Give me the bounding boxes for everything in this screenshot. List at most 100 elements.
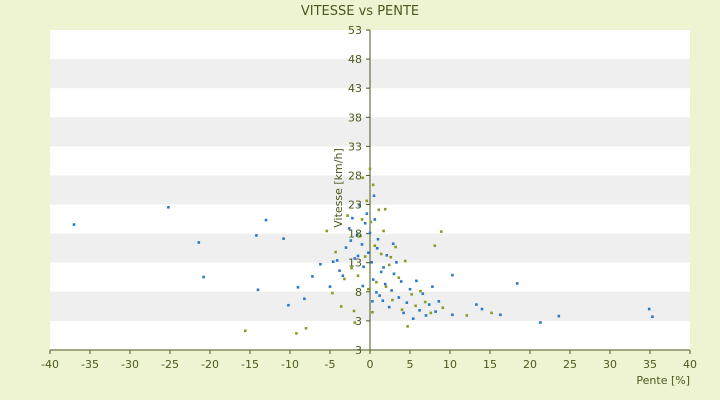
scatter-point-blue (255, 234, 258, 237)
scatter-point-blue (355, 233, 359, 237)
y-tick-label: 38 (348, 111, 362, 124)
scatter-point-blue (395, 261, 398, 264)
scatter-point-blue (392, 272, 396, 276)
scatter-point-blue (387, 305, 391, 309)
scatter-point-green (343, 277, 346, 281)
x-tick-label: 15 (483, 358, 497, 371)
data-points (72, 167, 654, 335)
x-tick-label: -35 (81, 358, 99, 371)
scatter-point-green (353, 321, 357, 324)
x-tick-label: 20 (523, 358, 537, 371)
scatter-point-blue (367, 251, 370, 255)
scatter-point-blue (363, 221, 367, 225)
scatter-point-blue (451, 273, 454, 277)
scatter-point-blue (437, 300, 441, 303)
scatter-point-green (350, 266, 353, 270)
scatter-point-blue (72, 223, 76, 226)
scatter-point-blue (373, 218, 377, 221)
scatter-point-blue (264, 218, 268, 222)
scatter-point-green (465, 314, 469, 317)
scatter-point-green (295, 332, 298, 335)
x-tick-label: -20 (201, 358, 219, 371)
scatter-point-blue (303, 297, 306, 301)
scatter-point-blue (385, 253, 389, 257)
scatter-point-blue (282, 237, 285, 240)
scatter-point-green (367, 287, 370, 291)
scatter-point-blue (397, 296, 401, 299)
scatter-point-green (429, 311, 433, 315)
scatter-point-blue (371, 300, 374, 303)
scatter-point-green (441, 306, 445, 310)
scatter-point-blue (328, 285, 332, 288)
scatter-point-blue (405, 301, 409, 304)
scatter-point-green (360, 218, 364, 221)
scatter-point-green (382, 229, 385, 233)
scatter-point-blue (375, 246, 379, 250)
scatter-point-blue (431, 285, 434, 288)
scatter-point-green (373, 244, 377, 247)
scatter-point-green (384, 285, 388, 288)
scatter-point-green (410, 293, 413, 296)
scatter-point-green (361, 176, 365, 180)
scatter-point-blue (344, 246, 348, 249)
scatter-point-blue (362, 265, 365, 269)
scatter-point-blue (418, 309, 421, 312)
scatter-point-blue (371, 278, 375, 281)
scatter-point-blue (197, 241, 201, 244)
scatter-point-green (414, 304, 417, 308)
scatter-point-blue (557, 314, 561, 318)
scatter-point-green (325, 229, 329, 233)
scatter-point-green (243, 329, 247, 333)
chart-title: VITESSE vs PENTE (301, 4, 419, 19)
scatter-point-blue (402, 311, 405, 315)
scatter-point-blue (338, 269, 341, 272)
scatter-point-green (383, 207, 387, 211)
x-tick-label: -10 (281, 358, 299, 371)
x-tick-label: 40 (683, 358, 697, 371)
scatter-point-blue (480, 307, 484, 311)
scatter-point-green (368, 167, 372, 171)
scatter-point-blue (358, 204, 361, 207)
x-axis-label: Pente [%] (636, 374, 690, 387)
y-tick-label: 3 (355, 315, 362, 328)
scatter-point-blue (475, 303, 478, 306)
scatter-point-green (352, 309, 356, 313)
scatter-point-green (394, 245, 397, 249)
y-tick-label: 43 (348, 82, 362, 95)
tick-labels: -40 -35 -30 -25 -20 -15 -10 -5 0 5 10 15 20 25 30 35 40 3… (41, 24, 697, 371)
scatter-point-green (369, 220, 373, 224)
scatter-point-blue (411, 317, 415, 320)
scatter-point-green (356, 274, 360, 278)
scatter-point-green (346, 214, 349, 217)
y-axis-label: Vitesse [km/h] (332, 148, 345, 228)
scatter-point-green (397, 276, 401, 279)
scatter-point-blue (356, 254, 360, 258)
scatter-point-blue (515, 282, 519, 285)
scatter-point-blue (399, 280, 403, 283)
scatter-point-blue (375, 291, 378, 294)
scatter-point-blue (415, 279, 418, 283)
scatter-point-blue (376, 237, 380, 241)
y-tick-label: 13 (348, 257, 362, 270)
scatter-point-blue (287, 303, 290, 307)
y-tick-label: 33 (348, 140, 362, 153)
scatter-point-blue (382, 266, 385, 269)
scatter-point-blue (335, 259, 339, 262)
scatter-point-blue (434, 310, 437, 313)
scatter-point-blue (372, 194, 376, 198)
scatter-point-green (371, 310, 374, 314)
scatter-point-blue (296, 285, 300, 289)
scatter-point-green (433, 244, 437, 247)
scatter-point-green (377, 208, 381, 212)
scatter-point-blue (421, 292, 425, 295)
x-tick-label: 5 (407, 358, 414, 371)
x-tick-label: -15 (241, 358, 259, 371)
scatter-point-blue (378, 294, 381, 297)
scatter-point-blue (427, 303, 431, 306)
y-tick-label: 23 (348, 199, 362, 212)
scatter-point-blue (391, 242, 395, 246)
scatter-point-blue (202, 275, 205, 279)
x-tick-label: -30 (121, 358, 139, 371)
